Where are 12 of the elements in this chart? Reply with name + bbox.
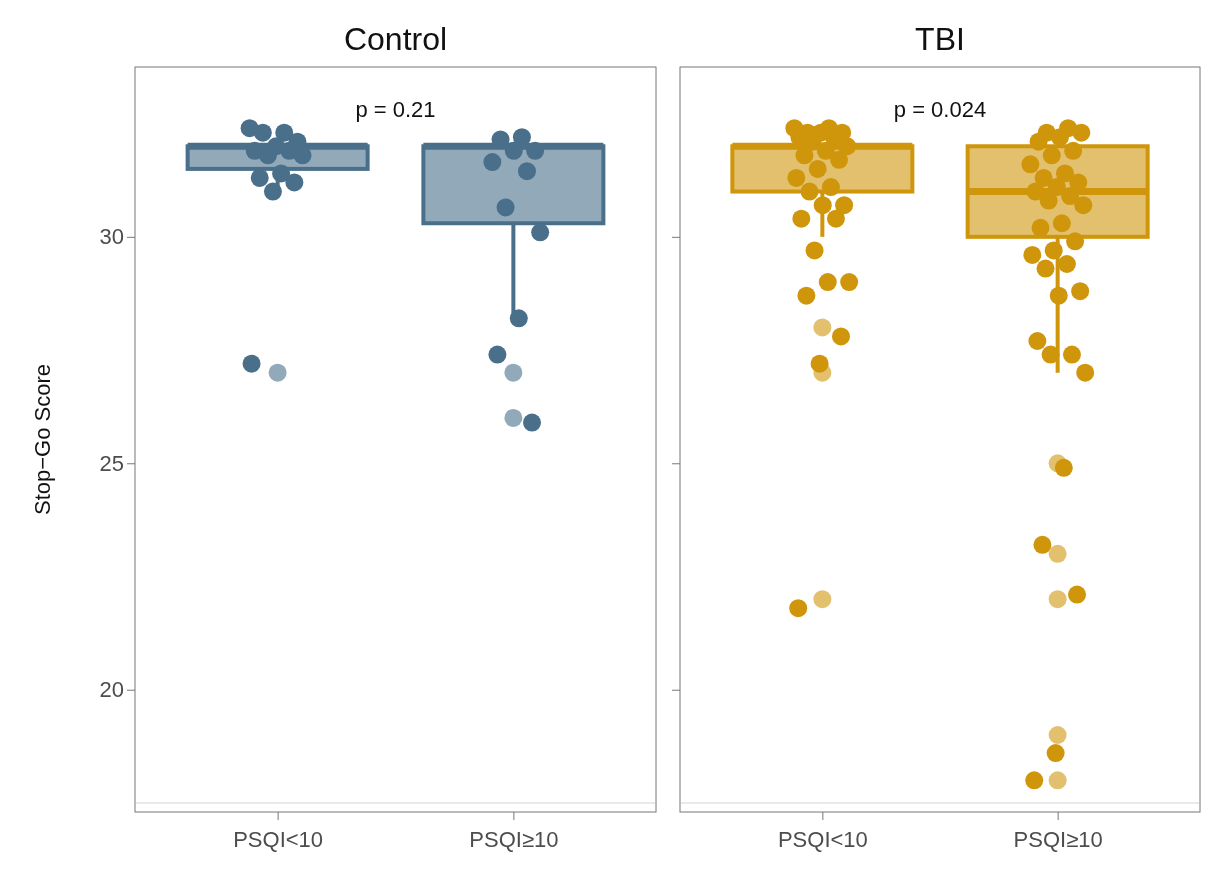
x-tick-label: PSQI<10 [233, 827, 324, 853]
x-tick-label: PSQI≥10 [1013, 827, 1103, 853]
annotation: p = 0.024 [893, 97, 987, 122]
y-tick-label: 30 [99, 224, 124, 250]
y-tick-label: 25 [99, 450, 124, 476]
y-axis-title: Stop−Go Score [30, 363, 55, 516]
chart-title: TBI [915, 21, 965, 57]
x-tick-label: PSQI<10 [777, 827, 868, 853]
x-tick-label: PSQI≥10 [469, 827, 559, 853]
annotation: p = 0.21 [355, 97, 436, 122]
y-tick-label: 20 [99, 677, 124, 703]
chart-title: Control [343, 21, 448, 57]
